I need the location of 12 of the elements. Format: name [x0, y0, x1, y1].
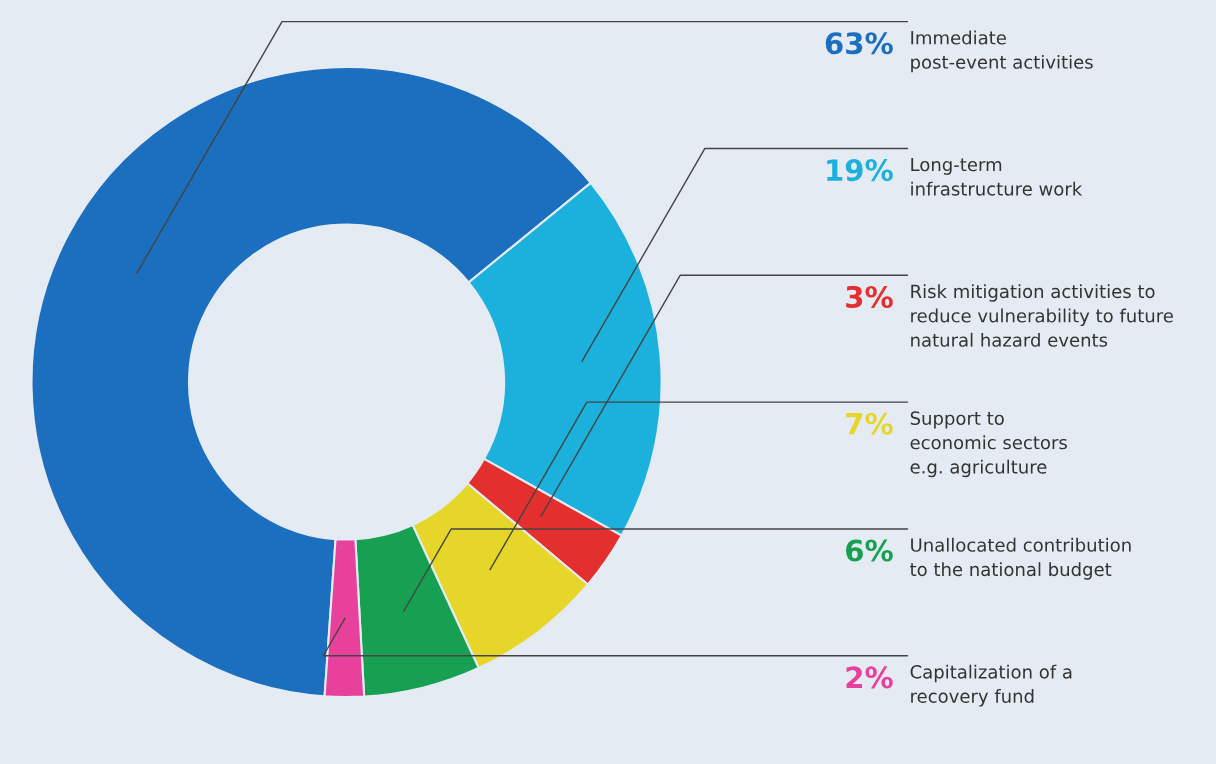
- data-label: 7%: [846, 412, 893, 435]
- slice-label: Risk mitigation activities to reduce vulnerability to future natural hazard events: [911, 284, 1173, 347]
- data-label: 6%: [846, 539, 893, 562]
- data-label: 63%: [825, 32, 893, 55]
- slice-label: Capitalization of a recovery fund: [910, 664, 1072, 707]
- slice-label: Unallocated contribution to the national budget: [910, 537, 1131, 580]
- slice-label: Immediate post-event activities: [911, 30, 1093, 73]
- data-label: 19%: [827, 159, 893, 182]
- slice-label: Long-term infrastructure work: [911, 157, 1083, 196]
- slice-label: Support to economic sectors e.g. agriculture: [910, 411, 1067, 478]
- data-label: 3%: [846, 285, 893, 308]
- data-label: 2%: [846, 666, 893, 689]
